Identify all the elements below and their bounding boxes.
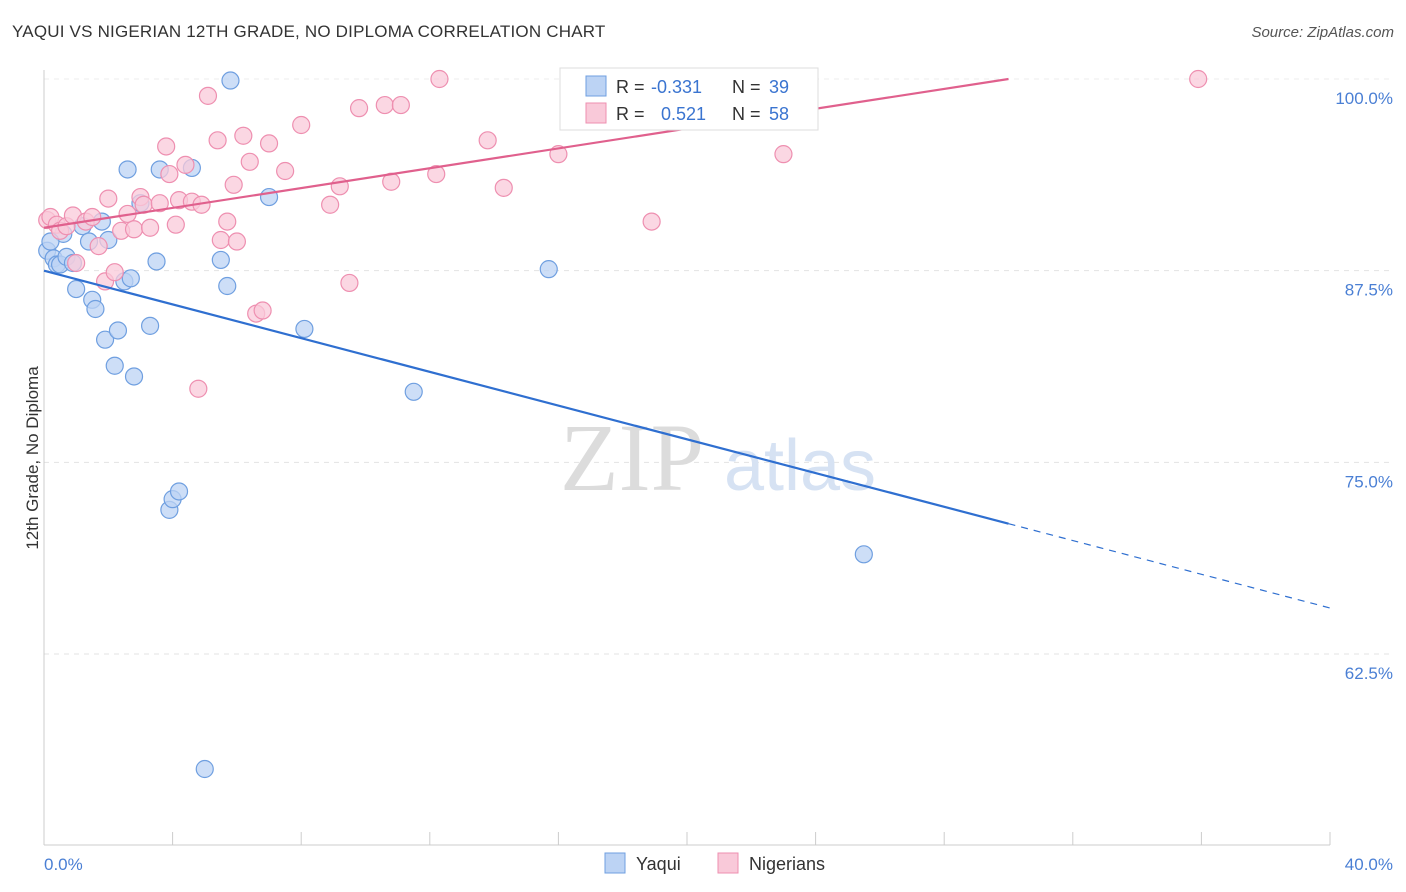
yaqui-point	[118, 160, 137, 179]
nigerians-point	[105, 263, 124, 282]
y-tick-label: 87.5%	[1345, 281, 1393, 300]
yaqui-point	[108, 321, 128, 340]
stats-r-yaqui: -0.331	[651, 77, 702, 97]
yaqui-point	[105, 356, 124, 375]
stats-n-nigerians: 58	[769, 104, 789, 124]
stats-n-yaqui: 39	[769, 77, 789, 97]
stats-swatch-nigerians	[585, 102, 607, 124]
nigerians-point	[259, 134, 279, 153]
nigerians-point	[99, 189, 118, 208]
yaqui-point	[95, 330, 115, 349]
yaqui-trend-line	[43, 269, 1009, 525]
y-tick-label: 75.0%	[1345, 472, 1393, 491]
legend-swatch-nigerians	[717, 852, 739, 874]
nigerians-point	[189, 379, 208, 398]
nigerians-point	[349, 99, 369, 118]
yaqui-point	[211, 250, 230, 270]
x-axis-tick-labels: 0.0% 40.0%	[44, 855, 1393, 874]
legend-swatch-yaqui	[604, 852, 626, 874]
nigerians-point	[150, 194, 169, 213]
yaqui-point	[147, 252, 166, 271]
nigerians-point	[176, 155, 195, 174]
yaqui-trend-extension	[1008, 523, 1331, 609]
y-axis-title: 12th Grade, No Diploma	[23, 366, 42, 550]
x-tick-label: 40.0%	[1345, 855, 1393, 874]
stats-n-label-nigerians: N =	[732, 104, 761, 124]
nigerians-point	[240, 152, 259, 171]
yaqui-point	[295, 319, 314, 339]
nigerians-point	[253, 301, 272, 320]
nigerians-point	[208, 131, 227, 150]
yaqui-point	[121, 269, 140, 288]
yaqui-point	[195, 759, 214, 779]
stats-r-label-yaqui: R =	[616, 77, 645, 97]
trend-lines	[43, 77, 1331, 609]
nigerians-point	[427, 164, 446, 184]
nigerians-point	[391, 95, 410, 115]
stats-swatch-yaqui	[585, 75, 607, 97]
nigerians-point	[160, 164, 179, 184]
nigerians-point	[198, 86, 218, 105]
stats-r-nigerians: 0.521	[661, 104, 706, 124]
legend-label-yaqui: Yaqui	[636, 854, 681, 874]
yaqui-point	[86, 299, 105, 319]
nigerians-point	[375, 95, 394, 115]
yaqui-point	[404, 382, 423, 401]
yaqui-point	[124, 367, 144, 386]
stats-legend: R = -0.331 N = 39 R = 0.521 N = 58	[559, 67, 819, 131]
watermark-zip: ZIP	[560, 404, 704, 511]
nigerians-point	[478, 131, 497, 150]
yaqui-point	[218, 276, 237, 296]
watermark-atlas: atlas	[724, 426, 876, 506]
nigerians-point	[234, 126, 253, 145]
nigerians-point	[83, 207, 102, 227]
x-tick-label: 0.0%	[44, 855, 83, 874]
data-points	[38, 69, 1208, 779]
x-axis-ticks	[43, 832, 1331, 845]
nigerians-point	[642, 212, 661, 231]
nigerians-point	[140, 218, 160, 237]
yaqui-point	[221, 71, 240, 90]
nigerians-point	[211, 230, 230, 250]
nigerians-point	[89, 237, 108, 256]
yaqui-point	[67, 279, 86, 299]
y-tick-label: 62.5%	[1345, 664, 1393, 683]
yaqui-point	[539, 260, 558, 279]
nigerians-trend-line	[43, 77, 1009, 229]
y-axis-tick-labels: 100.0% 87.5% 75.0% 62.5%	[1335, 89, 1393, 683]
yaqui-point	[169, 482, 189, 501]
source-credit: Source: ZipAtlas.com	[1251, 24, 1394, 41]
y-tick-label: 100.0%	[1335, 89, 1393, 108]
nigerians-point	[430, 69, 449, 89]
nigerians-point	[321, 195, 340, 214]
nigerians-point	[494, 178, 513, 197]
nigerians-point	[340, 273, 359, 293]
stats-r-label-nigerians: R =	[616, 104, 645, 124]
nigerians-point	[227, 232, 246, 251]
chart-title: YAQUI VS NIGERIAN 12TH GRADE, NO DIPLOMA…	[12, 22, 606, 41]
nigerians-point	[166, 215, 185, 234]
nigerians-point	[224, 175, 243, 194]
nigerians-point	[67, 253, 86, 273]
nigerians-point	[124, 220, 144, 239]
series-legend: Yaqui Nigerians	[604, 852, 825, 874]
nigerians-point	[276, 161, 295, 181]
yaqui-point	[140, 316, 160, 335]
stats-n-label-yaqui: N =	[732, 77, 761, 97]
nigerians-point	[157, 137, 176, 156]
nigerians-point	[292, 115, 311, 135]
legend-label-nigerians: Nigerians	[749, 854, 825, 874]
nigerians-point	[218, 212, 237, 231]
nigerians-point	[1189, 69, 1208, 89]
yaqui-point	[854, 545, 873, 564]
nigerians-point	[774, 145, 793, 164]
